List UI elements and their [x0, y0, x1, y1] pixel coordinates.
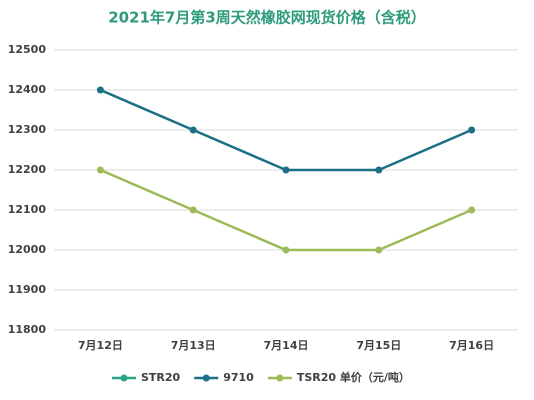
data-point	[375, 246, 383, 254]
x-tick-label: 7月14日	[264, 339, 309, 352]
y-tick-label: 12200	[8, 163, 47, 176]
x-tick-label: 7月16日	[449, 339, 494, 352]
y-tick-label: 12000	[8, 243, 47, 256]
legend-marker	[202, 374, 210, 382]
legend-label: 9710	[223, 371, 254, 384]
data-point	[375, 166, 383, 174]
data-point	[189, 206, 197, 214]
legend-label: TSR20 单价（元/吨）	[297, 370, 410, 384]
y-tick-label: 12500	[8, 43, 47, 56]
x-tick-label: 7月12日	[78, 339, 123, 352]
data-point	[96, 86, 104, 94]
data-point	[282, 246, 290, 254]
y-tick-label: 11800	[8, 323, 47, 336]
data-point	[468, 206, 476, 214]
legend-marker	[120, 374, 128, 382]
data-point	[468, 126, 476, 134]
y-tick-label: 11900	[8, 283, 47, 296]
y-tick-label: 12400	[8, 83, 47, 96]
x-tick-label: 7月13日	[171, 339, 216, 352]
data-point	[282, 166, 290, 174]
legend-marker	[276, 374, 284, 382]
y-tick-label: 12100	[8, 203, 47, 216]
x-tick-label: 7月15日	[356, 339, 401, 352]
chart-title: 2021年7月第3周天然橡胶网现货价格（含税）	[108, 9, 426, 27]
data-point	[189, 126, 197, 134]
data-point	[96, 166, 104, 174]
y-tick-label: 12300	[8, 123, 47, 136]
legend-label: STR20	[141, 371, 181, 384]
